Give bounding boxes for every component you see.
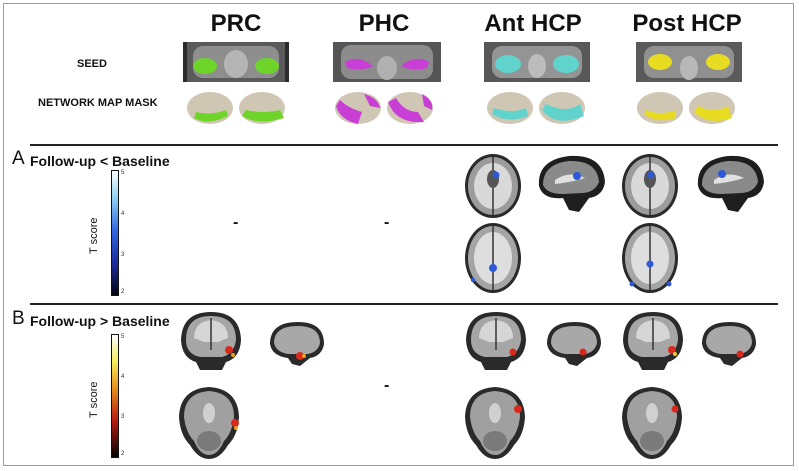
panel-a-letter: A bbox=[12, 148, 25, 169]
panel-a-tick-5: 5 bbox=[121, 170, 125, 176]
panel-b-ant-hcp-lateral bbox=[547, 322, 601, 366]
network-map-post-hcp bbox=[637, 92, 735, 124]
panel-a-post-hcp-axial-1 bbox=[622, 154, 678, 218]
column-header-post-hcp: Post HCP bbox=[632, 10, 742, 37]
panel-a-colorbar-label: T score bbox=[88, 217, 100, 254]
panel-a-prc-empty: - bbox=[233, 214, 239, 231]
panel-b-tick-2: 2 bbox=[121, 451, 125, 457]
panel-b-tick-3: 3 bbox=[121, 414, 125, 420]
panel-b-post-hcp-coronal bbox=[623, 312, 683, 370]
panel-b-prc-coronal bbox=[181, 312, 241, 370]
panel-b-post-hcp-lateral bbox=[702, 322, 756, 366]
panel-a-phc-empty: - bbox=[384, 214, 390, 231]
panel-b-tick-4: 4 bbox=[121, 374, 125, 380]
figure-frame bbox=[3, 3, 794, 466]
panel-b-ant-hcp-axial bbox=[465, 387, 525, 459]
panel-a-post-hcp-axial-2 bbox=[622, 223, 678, 293]
panel-b-phc-empty: - bbox=[384, 377, 390, 394]
section-divider-top bbox=[30, 144, 778, 146]
section-divider-middle bbox=[30, 303, 778, 305]
panel-a-title: Follow-up < Baseline bbox=[30, 153, 170, 169]
column-header-prc: PRC bbox=[210, 10, 262, 37]
panel-a-ant-hcp-axial-1 bbox=[465, 154, 521, 218]
panel-b-title: Follow-up > Baseline bbox=[30, 313, 170, 329]
panel-b-ant-hcp-coronal bbox=[466, 312, 526, 370]
panel-b-post-hcp-axial bbox=[622, 387, 682, 459]
panel-a-post-hcp-sagittal bbox=[697, 155, 764, 212]
panel-b-colorbar-label: T score bbox=[88, 381, 100, 418]
panel-a-ant-hcp-axial-2 bbox=[465, 223, 521, 293]
panel-b-letter: B bbox=[12, 308, 25, 329]
network-map-mask-row-label: NETWORK MAP MASK bbox=[38, 97, 158, 109]
panel-a-colorbar bbox=[111, 170, 119, 296]
panel-a-ant-hcp-sagittal bbox=[538, 155, 605, 212]
seed-image-post-hcp bbox=[636, 42, 742, 82]
panel-b-prc-lateral bbox=[270, 322, 324, 366]
seed-image-ant-hcp bbox=[484, 42, 590, 82]
network-map-prc bbox=[187, 92, 285, 124]
panel-b-tick-5: 5 bbox=[121, 334, 125, 340]
seed-image-phc bbox=[333, 42, 441, 82]
seed-image-prc bbox=[183, 42, 289, 82]
panel-b-colorbar bbox=[111, 334, 119, 458]
column-header-ant-hcp: Ant HCP bbox=[484, 10, 582, 37]
panel-a-tick-2: 2 bbox=[121, 289, 125, 295]
panel-a-tick-4: 4 bbox=[121, 211, 125, 217]
panel-a-tick-3: 3 bbox=[121, 252, 125, 258]
column-header-phc: PHC bbox=[358, 10, 410, 37]
network-map-phc bbox=[335, 92, 433, 124]
network-map-ant-hcp bbox=[487, 92, 585, 124]
panel-b-prc-axial bbox=[179, 387, 239, 459]
seed-row-label: SEED bbox=[77, 58, 107, 70]
